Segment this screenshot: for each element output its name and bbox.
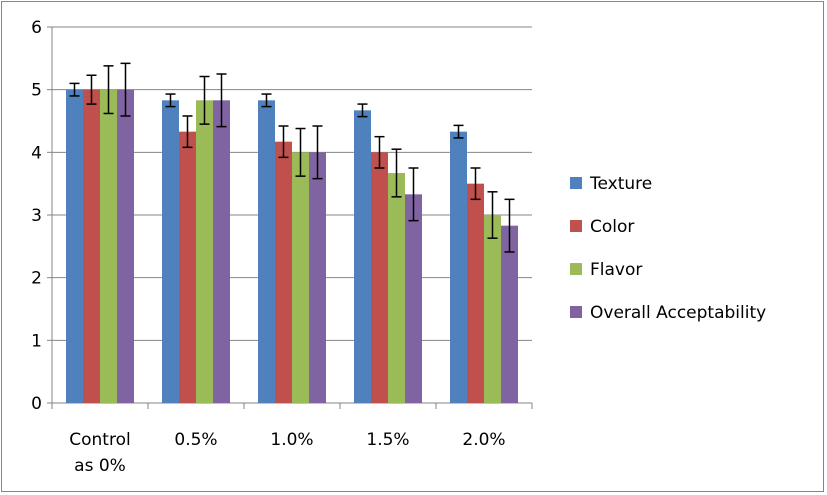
legend-label: Flavor bbox=[590, 260, 642, 280]
bar bbox=[213, 100, 230, 403]
bar bbox=[354, 110, 371, 403]
x-tick-label: 2.0% bbox=[462, 430, 505, 450]
x-tick-label: 1.5% bbox=[366, 430, 409, 450]
legend-swatch bbox=[570, 263, 582, 275]
legend-label: Texture bbox=[589, 174, 652, 194]
y-tick-label: 4 bbox=[31, 143, 42, 163]
bar bbox=[66, 89, 83, 404]
x-tick-label-line: 1.5% bbox=[366, 430, 409, 450]
bar bbox=[292, 152, 309, 403]
bar bbox=[179, 131, 196, 404]
legend-swatch bbox=[570, 177, 582, 189]
bar bbox=[405, 194, 422, 403]
x-tick-label-line: 2.0% bbox=[462, 430, 505, 450]
y-tick-label: 0 bbox=[31, 394, 42, 414]
bar bbox=[275, 141, 292, 403]
bar bbox=[117, 89, 134, 404]
bar bbox=[196, 100, 213, 403]
x-tick-label: 1.0% bbox=[270, 430, 313, 450]
bar bbox=[484, 215, 501, 403]
x-tick-label-line: Control bbox=[69, 430, 130, 450]
bar bbox=[100, 89, 117, 404]
bar bbox=[83, 89, 100, 404]
x-tick-label-line: 1.0% bbox=[270, 430, 313, 450]
y-tick-label: 5 bbox=[31, 81, 42, 101]
bar bbox=[450, 131, 467, 404]
legend-swatch bbox=[570, 306, 582, 318]
bar bbox=[388, 173, 405, 403]
bar bbox=[371, 152, 388, 403]
bar bbox=[162, 100, 179, 403]
x-tick-label: 0.5% bbox=[174, 430, 217, 450]
x-tick-label-line: as 0% bbox=[74, 456, 126, 476]
bar bbox=[467, 183, 484, 403]
bar bbox=[501, 225, 518, 403]
x-tick-label-line: 0.5% bbox=[174, 430, 217, 450]
y-tick-label: 3 bbox=[31, 206, 42, 226]
legend-label: Color bbox=[590, 217, 634, 237]
x-tick-label: Control as 0% bbox=[69, 430, 130, 476]
legend-label: Overall Acceptability bbox=[590, 303, 766, 323]
bar bbox=[258, 100, 275, 403]
y-tick-label: 2 bbox=[31, 269, 42, 289]
bar bbox=[309, 152, 326, 403]
legend-swatch bbox=[570, 220, 582, 232]
y-tick-label: 6 bbox=[31, 18, 42, 38]
y-tick-label: 1 bbox=[31, 331, 42, 351]
